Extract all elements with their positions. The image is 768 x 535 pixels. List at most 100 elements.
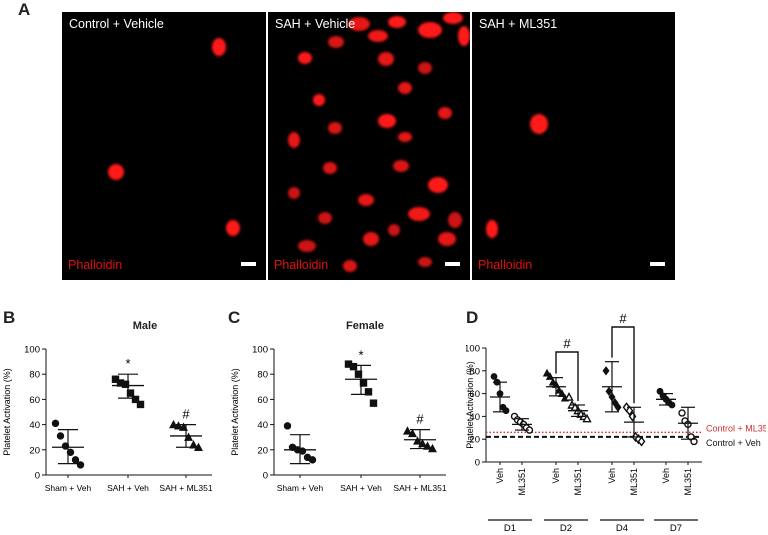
micrograph-sah-vehicle: SAH + Vehicle Phalloidin (268, 12, 470, 280)
y-axis-label: Platelet Activation (%) (230, 368, 240, 456)
y-tick-label: 60 (469, 389, 480, 400)
platelet-cell (418, 257, 432, 267)
micrograph-title: SAH + ML351 (479, 17, 558, 31)
data-point (364, 388, 373, 396)
data-point (349, 362, 358, 371)
data-point (71, 456, 80, 464)
platelet-cell (328, 122, 342, 134)
data-point (66, 448, 75, 457)
platelet-cell (348, 17, 370, 31)
x-tick-label: SAH + Veh (107, 483, 149, 493)
y-tick-label: 20 (257, 445, 268, 456)
y-tick-label: 0 (35, 471, 40, 482)
data-point (428, 443, 437, 453)
data-point (194, 442, 203, 451)
y-axis-label: Platelet Activation (%) (2, 368, 12, 456)
y-tick-label: 100 (466, 344, 480, 355)
significance-marker: * (358, 347, 363, 362)
data-point (582, 413, 592, 423)
data-point (189, 440, 198, 449)
platelet-cell (378, 114, 396, 128)
micrograph-title: SAH + Vehicle (275, 17, 356, 31)
scale-bar (445, 262, 460, 266)
platelet-cell (323, 162, 337, 174)
platelet-cell (418, 22, 442, 38)
data-point (408, 428, 417, 438)
platelet-cell (328, 36, 344, 48)
data-point (184, 432, 193, 441)
y-tick-label: 100 (252, 345, 268, 356)
data-point (602, 366, 610, 376)
data-point (403, 426, 412, 435)
significance-marker: # (619, 311, 627, 326)
platelet-cell (358, 194, 374, 206)
y-tick-label: 20 (29, 445, 40, 456)
micrograph-stain-label: Phalloidin (68, 258, 123, 272)
y-tick-label: 60 (257, 395, 268, 406)
micrograph-sah-ml351: SAH + ML351 Phalloidin (472, 12, 675, 280)
platelet-cell (288, 132, 300, 148)
micrograph-stain-label: Phalloidin (274, 258, 329, 272)
data-point (126, 389, 135, 397)
significance-marker: * (125, 356, 130, 371)
scale-bar (650, 262, 665, 266)
platelet-cell (486, 220, 498, 238)
chart-c-female: 0 20 40 60 80 100 Platelet Activation (%) Sham … (230, 345, 447, 494)
y-tick-label: 40 (257, 420, 268, 431)
x-tick-label: ML351 (517, 468, 527, 496)
data-point (690, 437, 698, 446)
platelet-cell (363, 232, 379, 246)
x-tick-label: Veh (607, 468, 617, 484)
day-group-label: D7 (670, 523, 682, 532)
micrograph-control-vehicle: Control + Vehicle Phalloidin (62, 12, 266, 280)
micrograph-stain-label: Phalloidin (478, 258, 533, 272)
x-tick-label: ML351 (683, 468, 693, 496)
y-tick-label: 60 (29, 395, 40, 406)
y-tick-label: 80 (29, 370, 40, 381)
platelet-cell (226, 220, 240, 236)
platelet-cell (443, 12, 463, 24)
y-tick-label: 0 (263, 471, 268, 482)
platelet-cell (318, 212, 332, 224)
x-tick-label: Sham + Veh (45, 483, 92, 493)
x-tick-label: SAH + ML351 (393, 483, 446, 493)
y-tick-label: 100 (24, 345, 40, 356)
y-tick-label: 40 (469, 412, 480, 423)
platelet-cell (378, 52, 394, 66)
data-point (308, 456, 317, 464)
platelet-cell (368, 30, 388, 42)
y-tick-label: 80 (257, 370, 268, 381)
platelet-cell (288, 187, 300, 199)
data-point (174, 421, 183, 430)
data-point (678, 409, 686, 417)
data-point (369, 399, 378, 407)
data-point (542, 368, 552, 377)
platelet-cell (418, 62, 432, 74)
platelet-cell (530, 114, 548, 134)
data-point (418, 438, 427, 448)
data-point (136, 400, 145, 409)
platelet-cell (398, 82, 412, 94)
x-tick-label: SAH + Veh (340, 483, 382, 493)
reference-line-label: Control + ML351 (706, 423, 766, 433)
y-tick-label: 80 (469, 366, 480, 377)
significance-bracket (555, 351, 579, 401)
platelet-cell (438, 107, 452, 119)
platelet-cell (313, 94, 325, 106)
data-point (502, 407, 510, 415)
platelet-cell (298, 240, 316, 252)
significance-bracket (611, 326, 635, 404)
day-group-label: D2 (560, 523, 572, 532)
platelet-cell (408, 207, 430, 221)
significance-marker: # (416, 412, 424, 427)
panel-letter-a: A (18, 0, 31, 19)
platelet-cell (388, 16, 406, 28)
x-tick-label: Veh (495, 468, 505, 484)
data-point (76, 461, 85, 469)
y-axis-label: Platelet Activation (%) (466, 361, 475, 449)
x-tick-label: Veh (551, 468, 561, 484)
significance-marker: # (182, 407, 190, 422)
data-point (121, 380, 130, 388)
data-point (564, 392, 574, 401)
panel-letter-d: D (466, 308, 479, 327)
